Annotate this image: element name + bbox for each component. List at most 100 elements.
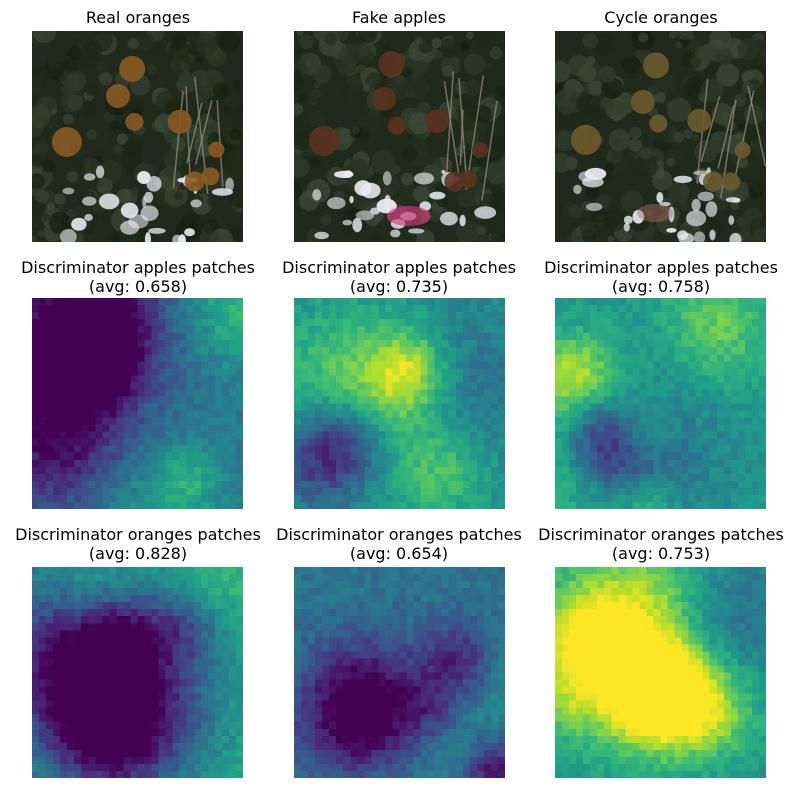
heatmap-cell bbox=[469, 473, 478, 482]
heatmap-cell bbox=[200, 630, 208, 638]
leaf-texture bbox=[666, 157, 675, 167]
heatmap-cell bbox=[95, 298, 103, 306]
heatmap-cell bbox=[179, 679, 187, 687]
heatmap-cell bbox=[497, 679, 505, 687]
heatmap-cell bbox=[632, 452, 640, 460]
heatmap-cell bbox=[207, 403, 216, 411]
heatmap-cell bbox=[207, 595, 216, 603]
heatmap-cell bbox=[179, 630, 187, 638]
heatmap-cell bbox=[709, 389, 717, 397]
heatmap-cell bbox=[228, 438, 237, 446]
heatmap-cell bbox=[67, 616, 75, 624]
heatmap-cell bbox=[702, 354, 710, 362]
heatmap-cell bbox=[221, 459, 230, 467]
heatmap-cell bbox=[476, 665, 485, 673]
leaf-texture bbox=[32, 173, 45, 190]
heatmap-cell bbox=[301, 340, 309, 348]
heatmap-cell bbox=[151, 354, 159, 362]
heatmap-cell bbox=[74, 665, 82, 673]
heatmap-cell bbox=[562, 431, 570, 439]
heatmap-cell bbox=[67, 763, 75, 772]
heatmap-cell bbox=[357, 672, 365, 680]
heatmap-cell bbox=[371, 567, 379, 575]
heatmap-cell bbox=[151, 361, 159, 369]
heatmap-cell bbox=[130, 326, 138, 334]
heatmap-cell bbox=[221, 742, 230, 751]
heatmap-cell bbox=[427, 375, 435, 383]
heatmap-cell bbox=[137, 630, 145, 638]
heatmap-cell bbox=[597, 480, 605, 489]
heatmap-cell bbox=[137, 410, 145, 418]
heatmap-cell bbox=[576, 494, 584, 503]
heatmap-cell bbox=[455, 616, 463, 624]
heatmap-cell bbox=[294, 445, 302, 453]
heatmap-cell bbox=[95, 389, 103, 397]
heatmap-cell bbox=[228, 361, 237, 369]
heatmap-cell bbox=[604, 312, 612, 320]
panel-avg-text: (avg: 0.828) bbox=[88, 544, 188, 563]
heatmap-cell bbox=[357, 410, 365, 418]
heatmap-cell bbox=[490, 333, 499, 341]
heatmap-cell bbox=[60, 424, 68, 432]
heatmap-cell bbox=[751, 333, 760, 341]
heatmap-cell bbox=[350, 567, 358, 575]
heatmap-cell bbox=[688, 452, 696, 460]
heatmap-cell bbox=[130, 473, 138, 482]
leaf-texture bbox=[294, 181, 303, 199]
heatmap-cell bbox=[329, 354, 337, 362]
heatmap-cell bbox=[46, 644, 54, 652]
heatmap-cell bbox=[702, 340, 710, 348]
heatmap-cell bbox=[32, 637, 40, 645]
heatmap-cell bbox=[329, 637, 337, 645]
heatmap-cell bbox=[427, 466, 435, 474]
heatmap-cell bbox=[569, 347, 577, 355]
heatmap-cell bbox=[137, 361, 145, 369]
heatmap-cell bbox=[53, 347, 61, 355]
heatmap-cell bbox=[420, 333, 428, 341]
heatmap-cell bbox=[604, 445, 612, 453]
heatmap-cell bbox=[399, 403, 407, 411]
leaf-texture bbox=[207, 195, 220, 208]
heatmap-cell bbox=[427, 574, 435, 582]
heatmap-cell bbox=[420, 305, 428, 313]
heatmap-cell bbox=[46, 389, 54, 397]
heatmap-cell bbox=[490, 679, 499, 687]
heatmap-cell bbox=[53, 616, 61, 624]
heatmap-cell bbox=[350, 574, 358, 582]
heatmap-cell bbox=[483, 644, 492, 652]
heatmap-cell bbox=[179, 651, 187, 659]
heatmap-cell bbox=[420, 368, 428, 376]
heatmap-cell bbox=[207, 473, 216, 482]
heatmap-cell bbox=[427, 424, 435, 432]
heatmap-cell bbox=[441, 368, 449, 376]
heatmap-cell bbox=[695, 438, 703, 446]
heatmap-cell bbox=[618, 340, 626, 348]
heatmap-cell bbox=[667, 466, 675, 474]
heatmap-cell bbox=[294, 466, 302, 474]
heatmap-cell bbox=[315, 305, 323, 313]
heatmap-cell bbox=[165, 417, 173, 425]
heatmap-cell bbox=[462, 326, 470, 334]
heatmap-cell bbox=[186, 700, 194, 708]
heatmap-cell bbox=[497, 609, 505, 617]
heatmap-cell bbox=[151, 707, 159, 715]
heatmap-cell bbox=[81, 305, 89, 313]
heatmap-cell bbox=[562, 333, 570, 341]
heatmap-cell bbox=[441, 340, 449, 348]
heatmap-cell bbox=[301, 305, 309, 313]
heatmap-cell bbox=[343, 595, 351, 603]
heatmap-cell bbox=[294, 361, 302, 369]
heatmap-cell bbox=[81, 672, 89, 680]
heatmap-cell bbox=[490, 312, 499, 320]
heatmap-cell bbox=[186, 609, 194, 617]
heatmap-cell bbox=[427, 298, 435, 306]
heatmap-cell bbox=[378, 354, 386, 362]
heatmap-cell bbox=[214, 487, 223, 496]
heatmap-cell bbox=[74, 368, 82, 376]
heatmap-cell bbox=[60, 686, 68, 694]
heatmap-cell bbox=[625, 487, 633, 496]
heatmap-cell bbox=[413, 644, 421, 652]
heatmap-cell bbox=[357, 473, 365, 482]
heatmap-cell bbox=[60, 431, 68, 439]
heatmap-cell bbox=[315, 644, 323, 652]
